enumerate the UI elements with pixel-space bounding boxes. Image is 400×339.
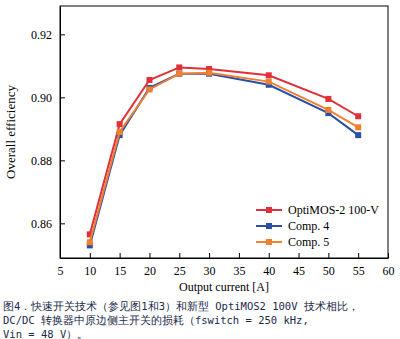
caption: 图4．快速开关技术（参见图1和3）和新型 OptiMOS2 100V 技术相比，… bbox=[3, 300, 359, 339]
legend-marker bbox=[266, 239, 272, 245]
legend-marker bbox=[266, 207, 272, 213]
plot: 5 10 15 20 25 30 35 40 45 50 55 60 0.86 0.88 0.90 0.92 O… bbox=[31, 6, 395, 278]
x-tick: 20 bbox=[144, 253, 156, 278]
legend-label: Comp. 5 bbox=[288, 235, 329, 249]
x-axis-line bbox=[61, 258, 389, 259]
x-tick-label: 25 bbox=[174, 264, 186, 278]
x-tick-label: 60 bbox=[383, 264, 395, 278]
legend-marker bbox=[266, 223, 272, 229]
series-marker bbox=[146, 86, 152, 92]
x-tick-mark bbox=[358, 253, 359, 258]
y-tick-mark bbox=[60, 97, 65, 98]
x-tick: 40 bbox=[263, 253, 275, 278]
series-line bbox=[90, 74, 358, 246]
series-marker bbox=[117, 129, 123, 135]
y-tick-label: 0.88 bbox=[31, 154, 52, 168]
series-marker bbox=[146, 77, 152, 83]
y-tick-mark bbox=[60, 223, 65, 224]
caption-line: Vin = 48 V）。 bbox=[3, 328, 88, 339]
y-tick: 0.86 bbox=[31, 217, 65, 231]
x-tick-mark bbox=[299, 253, 300, 258]
x-tick-label: 35 bbox=[233, 264, 245, 278]
y-axis-line bbox=[60, 7, 61, 259]
x-tick: 35 bbox=[233, 253, 245, 278]
x-tick-label: 50 bbox=[323, 264, 335, 278]
x-tick-label: 45 bbox=[293, 264, 305, 278]
x-tick: 15 bbox=[114, 253, 126, 278]
x-tick-mark bbox=[209, 253, 210, 258]
caption-line: 图4．快速开关技术（参见图1和3）和新型 OptiMOS2 100V 技术相比， bbox=[3, 300, 359, 312]
y-tick-mark bbox=[60, 34, 65, 35]
x-tick-mark bbox=[179, 253, 180, 258]
x-tick-label: 40 bbox=[263, 264, 275, 278]
series-marker bbox=[266, 79, 272, 85]
x-tick-mark bbox=[239, 253, 240, 258]
y-tick: 0.92 bbox=[31, 28, 65, 42]
caption-line: DC/DC 转换器中原边侧主开关的损耗（fswitch = 250 kHz, bbox=[3, 314, 309, 326]
legend-label: Comp. 4 bbox=[288, 219, 329, 233]
x-tick-label: 10 bbox=[84, 264, 96, 278]
y-axis: 0.86 0.88 0.90 0.92 bbox=[31, 7, 65, 259]
x-tick-mark bbox=[388, 253, 389, 258]
x-tick-mark bbox=[149, 253, 150, 258]
series-marker bbox=[117, 121, 123, 127]
y-tick-mark bbox=[60, 160, 65, 161]
x-tick-label: 55 bbox=[353, 264, 365, 278]
x-tick-label: 30 bbox=[204, 264, 216, 278]
x-tick-mark bbox=[269, 253, 270, 258]
y-tick: 0.88 bbox=[31, 154, 65, 168]
x-tick-label: 20 bbox=[144, 264, 156, 278]
y-tick: 0.90 bbox=[31, 91, 65, 105]
x-axis: 5 10 15 20 25 30 35 40 45 50 55 60 bbox=[58, 253, 395, 278]
series-marker bbox=[355, 124, 361, 130]
y-tick-label: 0.86 bbox=[31, 217, 52, 231]
x-tick: 50 bbox=[323, 253, 335, 278]
series-marker bbox=[325, 107, 331, 113]
x-tick-label: 15 bbox=[114, 264, 126, 278]
y-axis-title: Overall efficiency bbox=[3, 85, 18, 179]
series-marker bbox=[266, 72, 272, 78]
series-marker bbox=[206, 70, 212, 76]
series-marker bbox=[355, 132, 361, 138]
series-marker bbox=[325, 96, 331, 102]
y-tick-label: 0.92 bbox=[31, 28, 52, 42]
x-tick-mark bbox=[120, 253, 121, 258]
series-group bbox=[87, 64, 361, 248]
x-tick: 45 bbox=[293, 253, 305, 278]
series-marker bbox=[176, 71, 182, 77]
legend: OptiMOS-2 100-V Comp. 4 Comp. 5 bbox=[256, 203, 379, 249]
x-tick: 10 bbox=[84, 253, 96, 278]
series-marker bbox=[176, 71, 182, 77]
x-tick: 55 bbox=[353, 253, 365, 278]
x-tick: 60 bbox=[383, 253, 395, 278]
frame bbox=[60, 6, 388, 258]
series-marker bbox=[206, 71, 212, 77]
x-tick-mark bbox=[90, 253, 91, 258]
y-tick-label: 0.90 bbox=[31, 91, 52, 105]
series-marker bbox=[355, 113, 361, 119]
chart: 5 10 15 20 25 30 35 40 45 50 55 60 0.86 0.88 0.90 0.92 O… bbox=[0, 0, 400, 339]
legend-label: OptiMOS-2 100-V bbox=[288, 203, 379, 217]
x-tick-label: 5 bbox=[58, 264, 64, 278]
series-marker bbox=[176, 64, 182, 70]
x-axis-title: Output current [A] bbox=[179, 280, 269, 294]
x-tick: 30 bbox=[204, 253, 216, 278]
x-tick: 25 bbox=[174, 253, 186, 278]
x-tick-mark bbox=[328, 253, 329, 258]
series-marker bbox=[87, 239, 93, 245]
